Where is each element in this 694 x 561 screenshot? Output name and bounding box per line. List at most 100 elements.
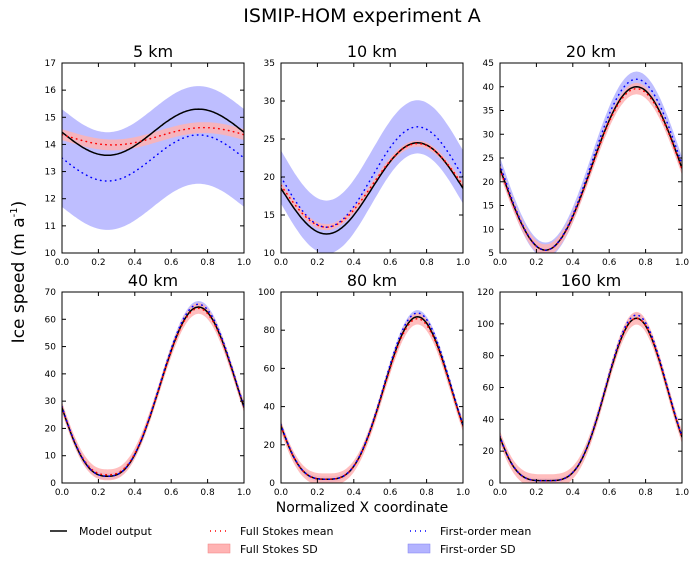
full-stokes-mean-line [281,317,463,480]
axes-frame [280,291,464,484]
y-tick-label: 40 [483,415,495,425]
y-tick-label: 100 [477,320,494,330]
plot-area [281,310,463,483]
x-tick-label: 1.0 [675,258,690,268]
axes-frame [61,62,245,254]
y-tick-label: 30 [483,130,495,140]
x-tick-label: 0.6 [164,488,179,498]
y-tick-label: 12 [45,195,56,205]
y-tick-label: 40 [483,83,495,93]
y-axis-label-close: ) [9,201,29,208]
plot-area [62,86,244,230]
y-tick-label: 0 [488,479,494,489]
y-tick-label: 20 [483,178,495,188]
figure-title: ISMIP-HOM experiment A [243,5,480,27]
first-order-sd-band [62,86,244,230]
y-tick-label: 20 [45,424,57,434]
x-tick-label: 0.4 [566,488,581,498]
panel-title: 80 km [347,271,397,290]
plot-area [500,71,682,253]
x-tick-label: 0.6 [602,488,617,498]
x-tick-label: 0.6 [164,258,179,268]
x-tick-label: 0.2 [310,488,324,498]
x-tick-label: 0.4 [128,258,143,268]
model-output-line [281,142,463,235]
x-tick-label: 0.4 [347,488,362,498]
x-tick-label: 0.4 [128,488,143,498]
first-order-mean-line [281,312,463,480]
y-tick-label: 15 [264,211,275,221]
y-tick-label: 11 [45,222,56,232]
panels-group: 0.0 0.2 0.4 0.6 0.8 1.0 10 11 12 13 14 15 16 17 5 km 0.… [45,42,690,498]
model-output-line [281,316,463,480]
y-tick-label: 16 [45,86,57,96]
x-tick-label: 1.0 [237,258,252,268]
x-tick-label: 0.2 [529,258,543,268]
y-tick-label: 13 [45,168,56,178]
panel-6: 0.0 0.2 0.4 0.6 0.8 1.0 0 20 40 60 80 100 120 160 km [477,271,690,498]
y-tick-label: 30 [45,397,57,407]
y-tick-label: 70 [45,288,57,298]
first-order-sd-band [500,312,682,483]
panel-title: 5 km [133,42,173,61]
panel-5: 0.0 0.2 0.4 0.6 0.8 1.0 0 20 40 60 80 100 80 km [258,271,471,498]
x-tick-label: 0.8 [638,258,653,268]
y-tick-label: 10 [483,225,495,235]
y-tick-label: 30 [264,97,276,107]
y-tick-label: 20 [483,447,495,457]
y-axis-label-main: Ice speed (m a [9,217,29,343]
axes-frame [280,62,464,254]
y-tick-label: 17 [45,59,56,69]
x-tick-label: 0.8 [638,488,653,498]
y-tick-label: 5 [488,249,494,259]
y-tick-label: 10 [45,452,57,462]
y-axis-label: Ice speed (m a-1) [9,201,29,344]
first-order-mean-line [281,126,463,228]
y-tick-label: 14 [45,140,57,150]
y-tick-label: 100 [258,288,275,298]
x-axis-label: Normalized X coordinate [276,500,449,516]
panel-title: 160 km [561,271,621,290]
y-tick-label: 20 [264,173,276,183]
x-tick-label: 0.2 [310,258,324,268]
x-tick-label: 0.8 [200,488,215,498]
full-stokes-sd-band [62,122,244,151]
x-tick-label: 0.8 [419,258,434,268]
x-tick-label: 0.0 [493,488,508,498]
full-stokes-sd-band [281,140,463,231]
x-tick-label: 0.0 [274,258,289,268]
plot-area [62,301,244,481]
x-tick-label: 0.6 [602,258,617,268]
x-tick-label: 0.0 [55,258,70,268]
x-tick-label: 1.0 [675,488,690,498]
legend-fo-sd-label: First-order SD [440,543,516,556]
y-tick-label: 35 [483,107,494,117]
y-axis-label-group: Ice speed (m a-1) [9,201,29,344]
y-tick-label: 0 [50,479,56,489]
plot-area [281,100,463,253]
legend-fs-sd-swatch [207,543,231,554]
axes-frame [499,291,683,484]
y-tick-label: 40 [264,403,276,413]
y-tick-label: 25 [264,135,275,145]
y-tick-label: 15 [483,202,494,212]
x-tick-label: 0.2 [91,258,105,268]
y-tick-label: 10 [45,249,57,259]
x-tick-label: 0.0 [493,258,508,268]
x-tick-label: 0.0 [274,488,289,498]
panel-3: 0.0 0.2 0.4 0.6 0.8 1.0 5 10 15 20 25 30 35 40 45 20 km [483,42,690,268]
y-tick-label: 50 [45,343,57,353]
x-tick-label: 1.0 [456,258,471,268]
full-stokes-mean-line [62,126,244,146]
x-tick-label: 0.4 [566,258,581,268]
x-tick-label: 0.2 [91,488,105,498]
legend-model-label: Model output [79,525,152,538]
model-output-line [62,108,244,157]
panel-title: 10 km [347,42,397,61]
full-stokes-mean-line [62,307,244,476]
first-order-mean-line [500,314,682,482]
first-order-mean-line [500,78,682,251]
y-tick-label: 80 [483,352,495,362]
y-tick-label: 60 [45,315,57,325]
